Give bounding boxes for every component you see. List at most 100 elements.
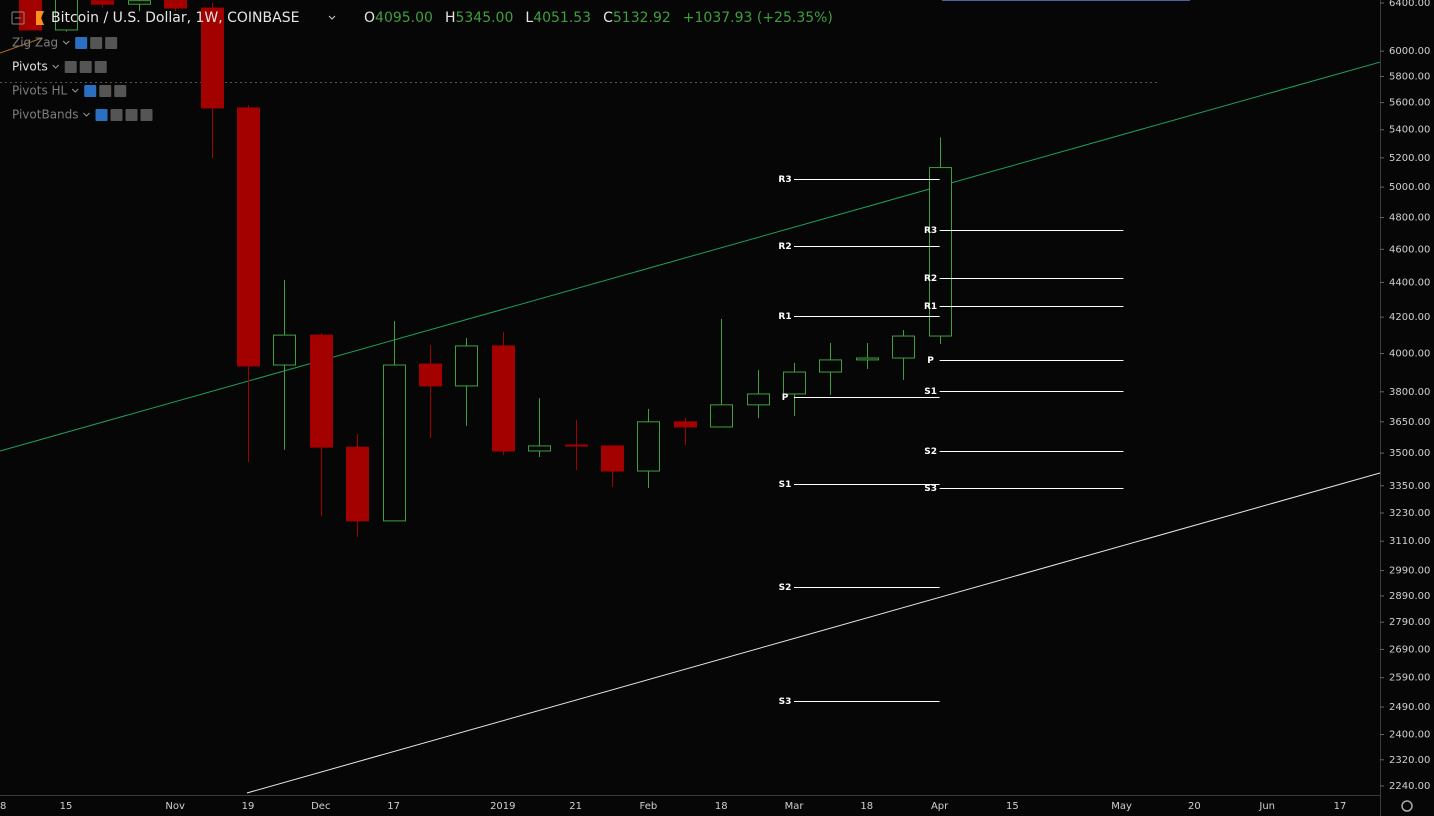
y-tick-label: 3500.00	[1389, 448, 1430, 459]
candle-body	[601, 445, 624, 472]
x-tick-label: 15	[60, 801, 73, 812]
candle-body	[892, 335, 915, 359]
pivot-label: R1	[924, 302, 937, 312]
x-tick-label: 2019	[490, 801, 515, 812]
y-tick-label: 4200.00	[1389, 312, 1430, 323]
indicator-name[interactable]: Zig Zag	[12, 36, 58, 50]
y-tick-label: 2320.00	[1389, 755, 1430, 766]
y-tick-label: 3110.00	[1389, 536, 1430, 547]
indicator-button[interactable]	[114, 85, 127, 97]
collapse-icon[interactable]	[11, 11, 25, 25]
x-tick-label: May	[1111, 801, 1132, 812]
indicator-button[interactable]	[95, 109, 108, 121]
pivot-label: R3	[778, 175, 791, 185]
indicator-button[interactable]	[79, 61, 92, 73]
x-tick-label: Feb	[640, 801, 658, 812]
indicator-button[interactable]	[99, 85, 112, 97]
candle-body	[273, 334, 296, 366]
y-tick-label: 4800.00	[1389, 213, 1430, 224]
candle-body	[310, 334, 333, 448]
pivot-label: P	[782, 393, 789, 403]
trend-line	[0, 61, 1380, 452]
candle-body	[492, 345, 515, 452]
pivot-label: P	[927, 356, 934, 366]
indicator-name[interactable]: PivotBands	[12, 108, 79, 122]
pivot-label: S1	[779, 480, 792, 490]
indicator-button[interactable]	[105, 37, 118, 49]
y-tick-label: 2490.00	[1389, 702, 1430, 713]
candle-body	[91, 0, 114, 5]
indicator-button[interactable]	[140, 109, 153, 121]
x-tick-label: Dec	[311, 801, 330, 812]
y-tick-label: 4000.00	[1389, 349, 1430, 360]
pivot-label: R2	[778, 242, 791, 252]
x-tick-label: Apr	[931, 801, 949, 812]
candle-body	[528, 445, 551, 452]
indicator-dropdown[interactable]	[83, 112, 90, 117]
change: +1037.93 (+25.35%)	[683, 10, 833, 26]
x-tick-label: 15	[1006, 801, 1019, 812]
pivot-label: R2	[924, 274, 937, 284]
indicator-button[interactable]	[84, 85, 97, 97]
dropdown-icon[interactable]	[328, 15, 336, 20]
pivot-label: R1	[778, 312, 791, 322]
candle-body	[383, 364, 406, 522]
pivot-label: S2	[924, 447, 937, 457]
candle-body	[128, 0, 151, 5]
indicator-name[interactable]: Pivots	[12, 60, 48, 74]
y-tick-label: 2790.00	[1389, 617, 1430, 628]
candle-body	[637, 421, 660, 472]
candle-body	[201, 7, 224, 109]
settings-icon[interactable]	[1401, 800, 1413, 812]
x-tick-label: 17	[1334, 801, 1347, 812]
y-tick-label: 5000.00	[1389, 182, 1430, 193]
indicator-button[interactable]	[94, 61, 107, 73]
y-tick-label: 5200.00	[1389, 153, 1430, 164]
indicator-button[interactable]	[110, 109, 123, 121]
pivot-label: S1	[924, 387, 937, 397]
indicator-button[interactable]	[125, 109, 138, 121]
x-tick-label: 8	[0, 801, 6, 812]
candle-body	[419, 363, 442, 387]
candle-body	[783, 371, 806, 395]
indicator-dropdown[interactable]	[52, 64, 60, 69]
candle-body	[856, 357, 879, 361]
ohlc-letter: O	[364, 10, 375, 26]
indicator-button[interactable]	[64, 61, 77, 73]
indicator-button[interactable]	[90, 37, 103, 49]
ohlc-letter: L	[525, 10, 533, 26]
x-tick-label: 18	[860, 801, 873, 812]
zigzag-line	[0, 37, 43, 54]
y-tick-label: 2890.00	[1389, 591, 1430, 602]
candle-body	[455, 345, 478, 387]
chart-title: Bitcoin / U.S. Dollar, 1W, COINBASE	[51, 10, 299, 26]
indicator-dropdown[interactable]	[62, 40, 70, 45]
y-tick-label: 2590.00	[1389, 673, 1430, 684]
candle-body	[747, 393, 770, 406]
indicator-name[interactable]: Pivots HL	[12, 84, 68, 98]
y-tick-label: 2990.00	[1389, 566, 1430, 577]
indicator-button[interactable]	[75, 37, 88, 49]
y-tick-label: 3800.00	[1389, 387, 1430, 398]
x-tick-label: 18	[715, 801, 728, 812]
x-tick-label: 17	[387, 801, 400, 812]
candle-body	[346, 446, 369, 522]
y-tick-label: 4400.00	[1389, 277, 1430, 288]
ohlc-letter: C	[603, 10, 613, 26]
y-tick-label: 5800.00	[1389, 71, 1430, 82]
pivot-label: S3	[924, 484, 937, 494]
x-tick-label: 20	[1188, 801, 1201, 812]
candle-body	[565, 444, 588, 447]
indicator-dropdown[interactable]	[71, 88, 79, 93]
y-tick-label: 5600.00	[1389, 98, 1430, 109]
pivot-label: S2	[779, 583, 792, 593]
pivot-label: R3	[924, 226, 937, 236]
y-tick-label: 5400.00	[1389, 125, 1430, 136]
symbol-icon	[36, 11, 44, 25]
ohlc-value: 5132.92	[613, 10, 671, 26]
y-tick-label: 3650.00	[1389, 417, 1430, 428]
y-tick-label: 6400.00	[1389, 0, 1430, 9]
gear[interactable]	[1401, 800, 1413, 812]
